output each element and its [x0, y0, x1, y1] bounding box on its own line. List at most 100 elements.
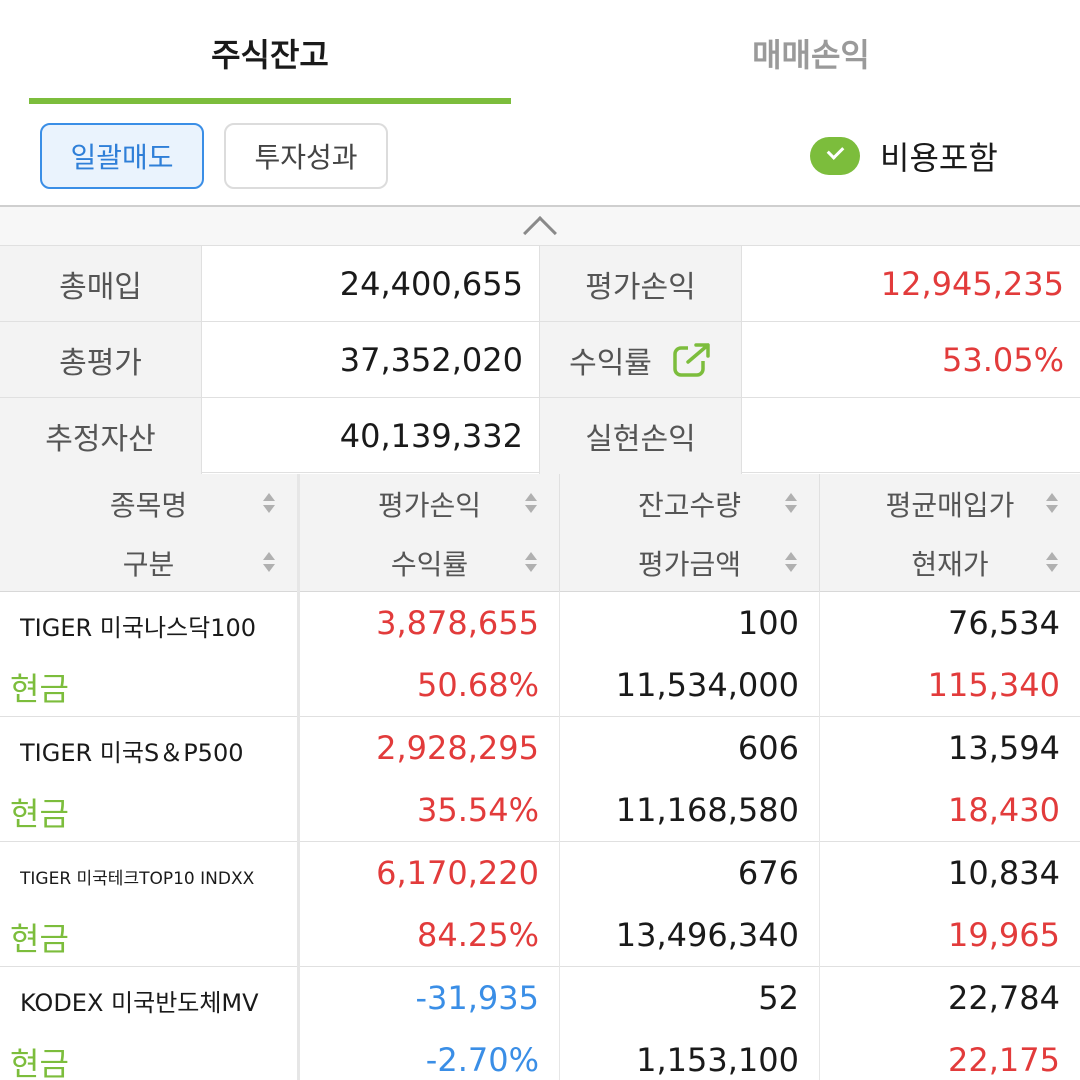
est-assets-value: 40,139,332 — [202, 398, 540, 474]
sort-avg-price[interactable]: 평균매입가 — [820, 474, 1080, 533]
current-price: 22,175 — [948, 1041, 1060, 1079]
header-col-qty: 잔고수량 평가금액 — [560, 474, 820, 592]
qty-cell: 100 11,534,000 — [560, 592, 820, 717]
stock-type: 현금 — [10, 1045, 69, 1080]
sort-icon — [1044, 493, 1060, 515]
price-cell: 10,834 19,965 — [820, 842, 1080, 967]
active-tab-indicator — [29, 98, 511, 104]
sort-current-price[interactable]: 현재가 — [820, 533, 1080, 592]
realized-pl-value — [742, 398, 1080, 474]
return-rate-value: 53.05% — [941, 341, 1064, 379]
stock-name: TIGER 미국S＆P500 — [20, 739, 244, 767]
header-col-pl: 평가손익 수익률 — [300, 474, 560, 592]
pl-cell: -31,935 -2.70% — [300, 967, 560, 1080]
return-rate: 35.54% — [416, 791, 539, 829]
avg-price: 76,534 — [948, 604, 1060, 642]
holdings-table-body: TIGER 미국나스닥100 현금 3,878,655 50.68% 100 1… — [0, 592, 1080, 1080]
sort-return[interactable]: 수익률 — [300, 533, 559, 592]
quantity: 100 — [737, 604, 799, 642]
table-row[interactable]: TIGER 미국테크TOP10 INDXX 현금 6,170,220 84.25… — [0, 842, 1080, 967]
total-eval-value: 37,352,020 — [202, 322, 540, 398]
tab-trade-pl[interactable]: 매매손익 — [752, 36, 870, 74]
eval-pl: 2,928,295 — [376, 729, 539, 767]
quantity: 52 — [758, 979, 799, 1017]
sort-icon — [783, 552, 799, 574]
stock-name: TIGER 미국나스닥100 — [20, 614, 257, 642]
total-purchase-value: 24,400,655 — [202, 246, 540, 322]
stock-type: 현금 — [10, 795, 69, 833]
eval-pl: 3,878,655 — [376, 604, 539, 642]
stock-type: 현금 — [10, 920, 69, 958]
sort-icon — [523, 493, 539, 515]
sort-icon — [1044, 552, 1060, 574]
summary-row: 총매입 24,400,655 평가손익 12,945,235 — [0, 245, 1080, 322]
header-col-name: 종목명 구분 — [0, 474, 300, 592]
holdings-table-header: 종목명 구분 평가손익 수익률 잔고수량 평가금액 평균매입가 현재가 — [0, 474, 1080, 592]
table-row[interactable]: TIGER 미국나스닥100 현금 3,878,655 50.68% 100 1… — [0, 592, 1080, 717]
table-row[interactable]: TIGER 미국S＆P500 현금 2,928,295 35.54% 606 1… — [0, 717, 1080, 842]
avg-price: 10,834 — [948, 854, 1060, 892]
include-cost-label: 비용포함 — [880, 139, 998, 177]
tab-bar: 주식잔고 매매손익 — [0, 0, 1080, 106]
current-price: 18,430 — [948, 791, 1060, 829]
check-circle-icon — [810, 137, 860, 175]
sort-quantity[interactable]: 잔고수량 — [560, 474, 819, 533]
total-purchase-label: 총매입 — [0, 246, 202, 322]
stock-name-cell: TIGER 미국S＆P500 현금 — [0, 717, 300, 842]
return-rate-label: 수익률 — [569, 346, 652, 381]
pl-cell: 2,928,295 35.54% — [300, 717, 560, 842]
tab-stock-balance[interactable]: 주식잔고 — [211, 36, 329, 74]
account-summary: 총매입 24,400,655 평가손익 12,945,235 총평가 37,35… — [0, 245, 1080, 474]
summary-collapse-bar[interactable] — [0, 205, 1080, 250]
price-cell: 22,784 22,175 — [820, 967, 1080, 1080]
sort-icon — [783, 493, 799, 515]
quantity: 676 — [737, 854, 799, 892]
eval-amount: 11,168,580 — [615, 791, 799, 829]
qty-cell: 52 1,153,100 — [560, 967, 820, 1080]
sort-type[interactable]: 구분 — [0, 533, 297, 592]
summary-row: 추정자산 40,139,332 실현손익 — [0, 397, 1080, 474]
sort-eval-amount[interactable]: 평가금액 — [560, 533, 819, 592]
eval-pl-label: 평가손익 — [540, 246, 742, 322]
eval-amount: 13,496,340 — [615, 916, 799, 954]
stock-name-cell: TIGER 미국테크TOP10 INDXX 현금 — [0, 842, 300, 967]
realized-pl-label: 실현손익 — [540, 398, 742, 474]
stock-name: TIGER 미국테크TOP10 INDXX — [20, 869, 255, 889]
avg-price: 13,594 — [948, 729, 1060, 767]
pl-cell: 6,170,220 84.25% — [300, 842, 560, 967]
sort-icon — [261, 493, 277, 515]
include-cost-toggle[interactable]: 비용포함 — [810, 131, 998, 181]
eval-pl: -31,935 — [415, 979, 539, 1017]
stock-name: KODEX 미국반도체MV — [20, 989, 259, 1017]
stock-name-cell: KODEX 미국반도체MV 현금 — [0, 967, 300, 1080]
eval-amount: 1,153,100 — [636, 1041, 799, 1079]
return-rate: 84.25% — [416, 916, 539, 954]
bulk-sell-button[interactable]: 일괄매도 — [40, 123, 204, 189]
avg-price: 22,784 — [948, 979, 1060, 1017]
current-price: 115,340 — [927, 666, 1060, 704]
return-rate: 50.68% — [416, 666, 539, 704]
sort-icon — [523, 552, 539, 574]
summary-row: 총평가 37,352,020 수익률 53.05% — [0, 321, 1080, 398]
return-rate-cell[interactable]: 수익률 — [540, 322, 742, 398]
eval-pl: 6,170,220 — [376, 854, 539, 892]
external-link-icon[interactable] — [672, 342, 712, 378]
quantity: 606 — [737, 729, 799, 767]
sort-stock-name[interactable]: 종목명 — [0, 474, 297, 533]
sort-eval-pl[interactable]: 평가손익 — [300, 474, 559, 533]
header-col-price: 평균매입가 현재가 — [820, 474, 1080, 592]
est-assets-label: 추정자산 — [0, 398, 202, 474]
total-eval-label: 총평가 — [0, 322, 202, 398]
table-row[interactable]: KODEX 미국반도체MV 현금 -31,935 -2.70% 52 1,153… — [0, 967, 1080, 1080]
qty-cell: 676 13,496,340 — [560, 842, 820, 967]
stock-type: 현금 — [10, 670, 69, 708]
current-price: 19,965 — [948, 916, 1060, 954]
price-cell: 13,594 18,430 — [820, 717, 1080, 842]
pl-cell: 3,878,655 50.68% — [300, 592, 560, 717]
investment-performance-button[interactable]: 투자성과 — [224, 123, 388, 189]
eval-amount: 11,534,000 — [615, 666, 799, 704]
sort-icon — [261, 552, 277, 574]
return-rate: -2.70% — [425, 1041, 539, 1079]
stock-name-cell: TIGER 미국나스닥100 현금 — [0, 592, 300, 717]
eval-pl-value: 12,945,235 — [880, 265, 1064, 303]
